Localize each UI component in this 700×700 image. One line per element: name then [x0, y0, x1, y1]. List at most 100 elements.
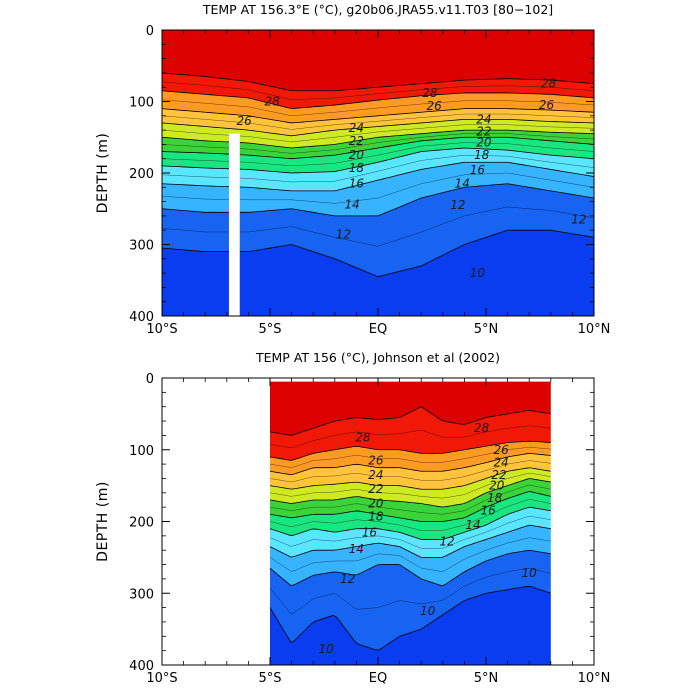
temperature-band: [270, 586, 551, 665]
contour-label: 18: [474, 148, 490, 162]
contour-label: 16: [470, 163, 486, 177]
temperature-band: [270, 525, 551, 586]
contour-line: [161, 81, 595, 100]
contour-label: 28: [355, 431, 371, 445]
contour-label: 24: [349, 121, 364, 135]
contour-label: 18: [368, 509, 384, 523]
contour-line: [161, 118, 595, 137]
x-tick-label: 5°S: [258, 322, 281, 337]
contour-label: 14: [465, 518, 480, 532]
y-tick-label: 400: [129, 310, 154, 325]
contour-label: 14: [455, 177, 470, 191]
contour-label: 22: [491, 468, 506, 482]
temperature-band: [270, 453, 551, 490]
temperature-band: [270, 441, 551, 475]
contour-label: 20: [476, 135, 492, 149]
contour-line: [269, 506, 551, 540]
contour-line: [161, 113, 595, 130]
contour-label: 22: [349, 134, 364, 148]
contour-line: [269, 478, 551, 508]
contour-label: 12: [439, 535, 454, 549]
contour-label: 18: [349, 161, 365, 175]
contour-label: 26: [493, 443, 509, 457]
contour-label: 12: [336, 227, 351, 241]
contour-label: 16: [349, 177, 365, 191]
contour-line: [161, 99, 595, 117]
contour-label: 26: [368, 454, 384, 468]
contour-line: [269, 440, 551, 461]
contour-label: 22: [476, 125, 491, 139]
temperature-band: [162, 72, 594, 109]
contour-line: [269, 491, 551, 522]
contour-label: 18: [487, 491, 503, 505]
contour-line: [269, 499, 551, 531]
temperature-band: [162, 162, 594, 216]
x-tick-label: 10°S: [146, 322, 177, 337]
chart-title: TEMP AT 156.3°E (°C), g20b06.JRA55.v11.T…: [202, 2, 553, 17]
contour-line: [269, 524, 551, 558]
temperature-band: [162, 119, 594, 148]
contour-label: 10: [420, 604, 436, 618]
temperature-band: [162, 90, 594, 123]
contour-label: 24: [476, 112, 491, 126]
contour-line: [269, 515, 551, 549]
temperature-band: [270, 381, 551, 436]
y-axis-label: DEPTH (m): [95, 133, 111, 214]
contour-label: 24: [368, 468, 383, 482]
y-tick-label: 300: [129, 587, 154, 602]
contour-line: [269, 425, 551, 449]
contour-label: 28: [265, 95, 281, 109]
contour-label: 20: [489, 479, 505, 493]
y-tick-label: 0: [146, 372, 154, 387]
contour-label: 14: [349, 542, 364, 556]
temperature-band: [162, 230, 594, 316]
x-tick-label: 10°N: [578, 671, 611, 686]
chart-title: TEMP AT 156 (°C), Johnson et al (2002): [255, 350, 500, 365]
y-tick-label: 100: [129, 96, 154, 111]
contour-label: 28: [474, 421, 490, 435]
contour-label: 26: [539, 98, 555, 112]
contour-line: [161, 108, 595, 124]
contour-label: 10: [522, 566, 538, 580]
contour-line: [269, 484, 551, 515]
contour-line: [269, 452, 551, 476]
contour-label: 26: [427, 99, 443, 113]
x-tick-label: 5°N: [474, 322, 499, 337]
contour-label: 14: [344, 197, 359, 211]
x-tick-label: 5°N: [474, 671, 499, 686]
temperature-band: [270, 491, 551, 540]
contour-line: [269, 549, 551, 587]
contour-label: 16: [481, 504, 497, 518]
x-tick-label: 5°S: [258, 671, 281, 686]
contour-line: [269, 467, 551, 490]
y-axis-label: DEPTH (m): [95, 481, 111, 562]
contour-label: 12: [450, 198, 465, 212]
temperature-band: [270, 507, 551, 558]
contour-line: [269, 585, 551, 651]
missing-data-gap: [228, 133, 240, 316]
contour-label: 20: [368, 497, 384, 511]
contour-label: 12: [571, 212, 586, 226]
contour-label: 22: [368, 482, 383, 496]
contour-label: 10: [319, 642, 335, 656]
x-tick-label: 10°S: [146, 671, 177, 686]
contour-label: 20: [349, 148, 365, 162]
contour-line: [269, 460, 551, 483]
contour-line: [269, 568, 551, 615]
temperature-band: [162, 30, 594, 91]
temperature-band: [162, 183, 594, 277]
contour-line: [269, 447, 551, 468]
x-tick-label: EQ: [369, 322, 387, 337]
y-tick-label: 400: [129, 659, 154, 674]
x-tick-label: 10°N: [578, 322, 611, 337]
y-tick-label: 300: [129, 239, 154, 254]
y-tick-label: 200: [129, 516, 154, 531]
contour-label: 24: [493, 456, 508, 470]
y-tick-label: 200: [129, 167, 154, 182]
contour-label: 28: [541, 77, 557, 91]
contour-line: [269, 472, 551, 499]
contour-label: 12: [340, 572, 355, 586]
contour-line: [161, 90, 595, 110]
contour-label: 16: [362, 525, 378, 539]
